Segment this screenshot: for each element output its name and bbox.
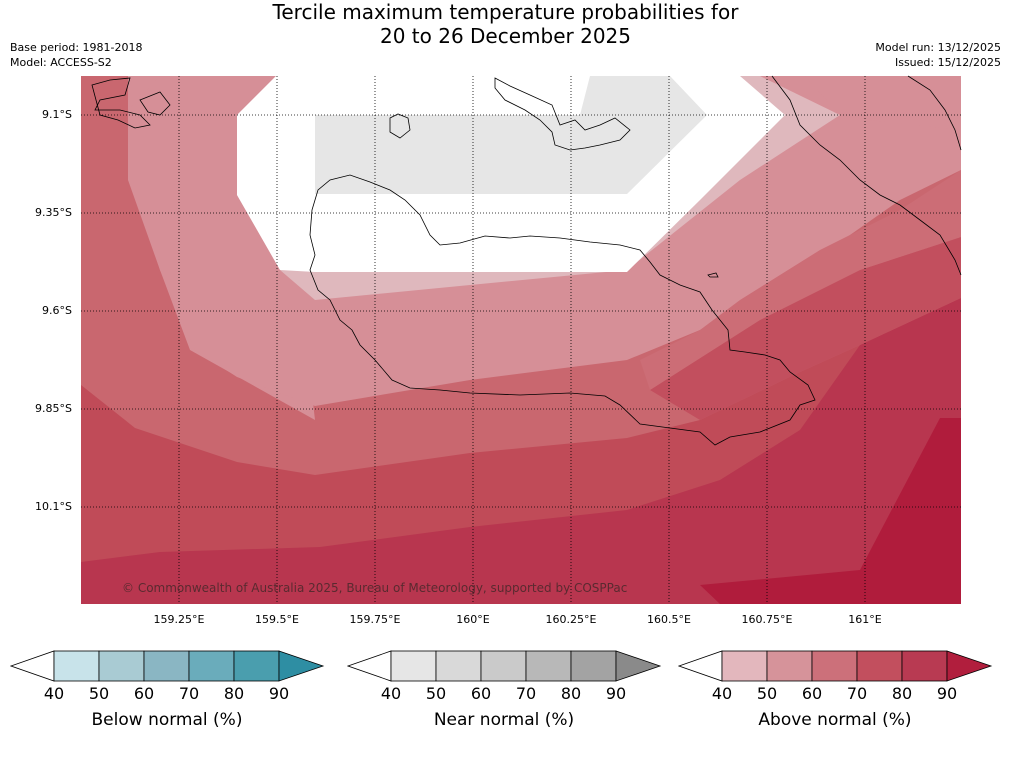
colorbar-tick-label: 70 xyxy=(178,684,200,703)
coastline-guadalcanal xyxy=(309,174,816,446)
above-normal-colorbar-title: Above normal (%) xyxy=(758,710,912,730)
colorbar-arrow-high xyxy=(278,650,325,682)
band-above-90 xyxy=(700,418,961,604)
colorbar-segment xyxy=(811,650,858,682)
colorbar-segment xyxy=(233,650,280,682)
colorbar-segment xyxy=(188,650,235,682)
above-normal-colorbar xyxy=(678,650,993,682)
lon-label: 159.75°E xyxy=(349,613,401,626)
colorbar-segment xyxy=(480,650,527,682)
colorbar-segment xyxy=(721,650,768,682)
colorbar-segment xyxy=(901,650,948,682)
near-normal-colorbar xyxy=(347,650,662,682)
colorbar-tick-label: 80 xyxy=(891,684,913,703)
colorbar-tick-label: 90 xyxy=(268,684,290,703)
colorbar-tick-label: 90 xyxy=(605,684,627,703)
colorbar-tick-label: 90 xyxy=(936,684,958,703)
lon-label: 159.5°E xyxy=(255,613,299,626)
colorbar-tick-label: 50 xyxy=(756,684,778,703)
issued-date: Issued: 15/12/2025 xyxy=(894,56,1001,69)
colorbar-arrow-high xyxy=(946,650,993,682)
colorbar-tick-label: 40 xyxy=(711,684,733,703)
lon-label: 160.5°E xyxy=(647,613,691,626)
colorbar-arrow-high xyxy=(615,650,662,682)
lon-label: 160.75°E xyxy=(741,613,793,626)
coastline-islet xyxy=(389,113,411,139)
meta-right: Model run: 13/12/2025 Issued: 15/12/2025 xyxy=(875,40,1001,70)
coastline-russell-islands xyxy=(91,77,151,129)
title-line-1: Tercile maximum temperature probabilitie… xyxy=(272,0,739,24)
colorbar-segment xyxy=(435,650,482,682)
probability-field xyxy=(81,76,961,604)
colorbar-tick-label: 50 xyxy=(425,684,447,703)
colorbar-arrow-low xyxy=(347,650,392,682)
below-normal-colorbar xyxy=(10,650,325,682)
lat-label: 9.35°S xyxy=(35,206,72,219)
near-normal-colorbar-title: Near normal (%) xyxy=(433,710,575,730)
model-name: Model: ACCESS-S2 xyxy=(10,56,112,69)
band-above-70-ne xyxy=(640,170,961,390)
lat-label: 9.1°S xyxy=(42,108,72,121)
band-above-60-nr xyxy=(805,76,961,130)
colorbar-tick-label: 60 xyxy=(801,684,823,703)
lat-label: 10.1°S xyxy=(35,500,72,513)
meta-left: Base period: 1981-2018 Model: ACCESS-S2 xyxy=(10,40,142,70)
lat-label: 9.85°S xyxy=(35,402,72,415)
colorbar-tick-label: 80 xyxy=(223,684,245,703)
colorbar-segment xyxy=(53,650,100,682)
colorbar-arrow-low xyxy=(10,650,55,682)
colorbar-tick-label: 60 xyxy=(470,684,492,703)
copyright-notice: © Commonwealth of Australia 2025, Bureau… xyxy=(122,581,627,595)
coastline-malaita xyxy=(771,75,962,276)
map-title: Tercile maximum temperature probabilitie… xyxy=(0,0,1011,48)
colorbar-arrow-low xyxy=(678,650,723,682)
band-above-80 xyxy=(81,298,961,604)
coastline xyxy=(91,75,962,446)
band-above-75-ne xyxy=(650,237,961,420)
lon-label: 160.25°E xyxy=(545,613,597,626)
colorbar-segment xyxy=(98,650,145,682)
colorbar-tick-label: 40 xyxy=(380,684,402,703)
colorbar-tick-label: 70 xyxy=(515,684,537,703)
colorbar-segment xyxy=(766,650,813,682)
colorbar-segment xyxy=(570,650,617,682)
model-run: Model run: 13/12/2025 xyxy=(875,41,1001,54)
colorbar-tick-label: 60 xyxy=(133,684,155,703)
colorbar-tick-label: 80 xyxy=(560,684,582,703)
coastline-malaita-ne xyxy=(907,75,962,151)
colorbar-tick-label: 50 xyxy=(88,684,110,703)
lon-label: 160°E xyxy=(456,613,490,626)
colorbar-segment xyxy=(525,650,572,682)
colorbar-segment xyxy=(856,650,903,682)
band-near-normal-50 xyxy=(315,76,707,194)
coastline-russell-islands-2 xyxy=(139,91,171,116)
colorbar-tick-label: 70 xyxy=(846,684,868,703)
coastline-islet-2 xyxy=(707,272,719,278)
lon-label: 159.25°E xyxy=(153,613,205,626)
colorbar-tick-label: 40 xyxy=(43,684,65,703)
base-period: Base period: 1981-2018 xyxy=(10,41,143,54)
coastline-florida-islands xyxy=(494,77,631,151)
lat-label: 9.6°S xyxy=(42,304,72,317)
gridlines xyxy=(81,76,961,604)
colorbar-segment xyxy=(390,650,437,682)
colorbar-segment xyxy=(143,650,190,682)
lon-label: 161°E xyxy=(848,613,882,626)
below-normal-colorbar-title: Below normal (%) xyxy=(91,710,243,730)
title-line-2: 20 to 26 December 2025 xyxy=(379,24,631,48)
